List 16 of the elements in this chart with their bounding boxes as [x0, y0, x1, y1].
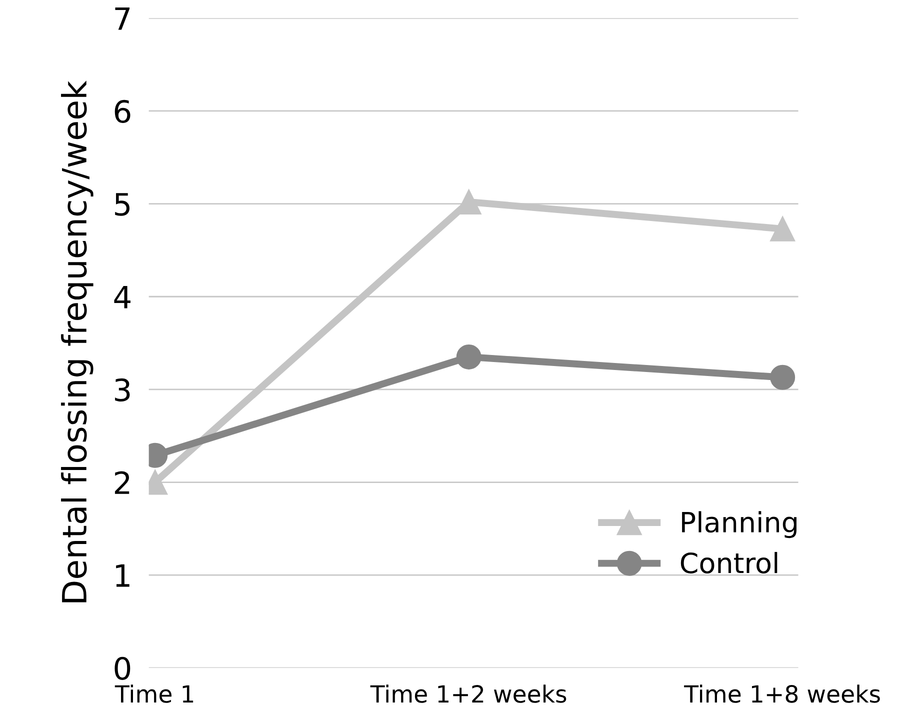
x-tick-label: Time 1+8 weeks	[684, 684, 880, 703]
y-axis-title: Dental flossing frequency/week	[61, 80, 94, 602]
y-tick-label: 7	[115, 7, 130, 30]
y-tick-label: 4	[114, 286, 130, 308]
legend-label: Planning	[682, 511, 796, 538]
y-tick-label: 1	[116, 564, 130, 587]
y-tick-label: 2	[114, 471, 130, 494]
legend-label: Control	[680, 552, 778, 574]
x-tick-label: Time 1	[114, 684, 194, 703]
point	[770, 216, 796, 242]
point	[770, 364, 796, 390]
x-tick-label: Time 1+2 weeks	[370, 684, 566, 703]
y-tick-label: 6	[114, 100, 130, 124]
y-tick-label: 0	[114, 656, 130, 680]
y-tick-label: 3	[115, 378, 130, 402]
y-tick-label: 5	[115, 193, 130, 216]
